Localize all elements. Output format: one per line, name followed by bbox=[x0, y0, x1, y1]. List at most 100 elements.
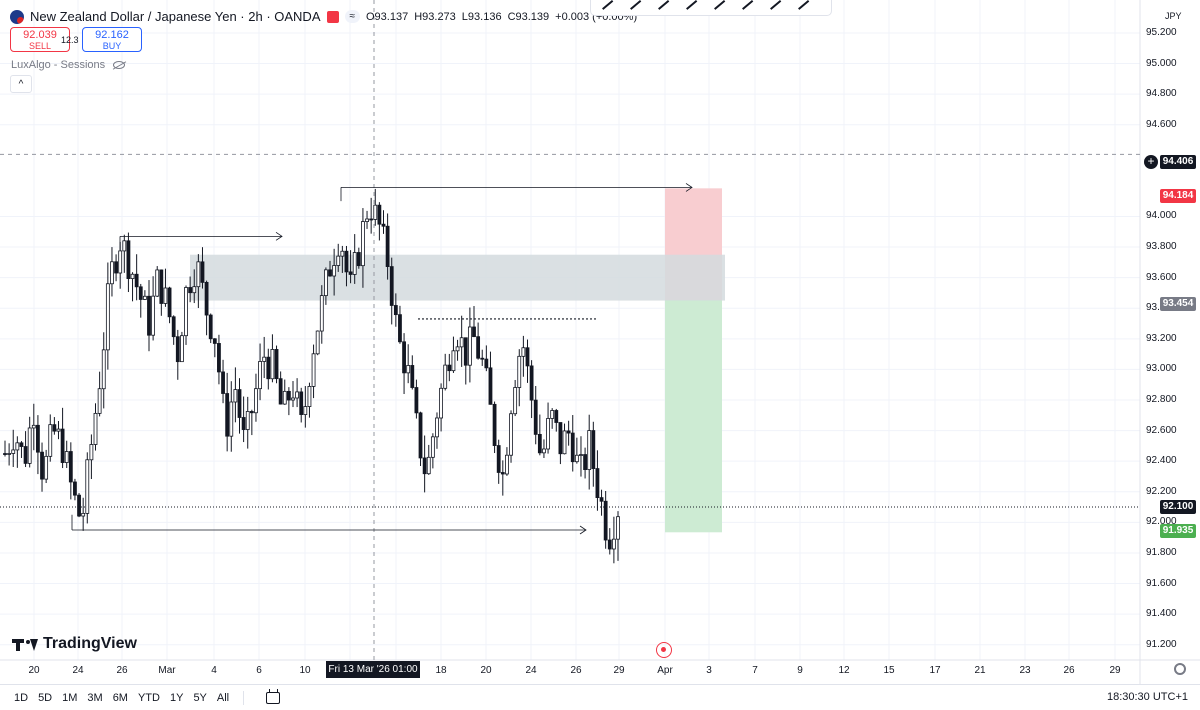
brush-icon[interactable] bbox=[655, 0, 671, 11]
add-alert-icon[interactable]: + bbox=[1144, 155, 1158, 169]
range-button-1d[interactable]: 1D bbox=[14, 691, 29, 704]
candle-body bbox=[270, 349, 275, 380]
candle-body bbox=[188, 287, 193, 294]
price-tick-label: 93.200 bbox=[1146, 332, 1177, 344]
candle-body bbox=[282, 390, 287, 405]
candle-body bbox=[381, 223, 386, 227]
candle-body bbox=[208, 314, 213, 340]
high-ray-1-arrow bbox=[275, 232, 283, 241]
price-tick-label: 92.200 bbox=[1146, 485, 1177, 497]
candle-body bbox=[591, 430, 596, 469]
range-button-5d[interactable]: 5D bbox=[38, 691, 53, 704]
candle-body bbox=[332, 265, 337, 277]
candle-body bbox=[81, 512, 86, 517]
take-profit-zone bbox=[665, 299, 722, 533]
time-tick-label: 24 bbox=[72, 665, 84, 676]
ray-icon[interactable] bbox=[795, 0, 811, 11]
candle-body bbox=[196, 261, 201, 288]
time-tick-label: 21 bbox=[974, 665, 986, 676]
range-button-all[interactable]: All bbox=[216, 691, 230, 704]
collapse-legend-button[interactable]: ^ bbox=[10, 75, 32, 93]
candle-body bbox=[221, 371, 225, 394]
indicator-name: LuxAlgo - Sessions bbox=[11, 59, 106, 71]
candle-body bbox=[311, 353, 316, 387]
time-tick-label: 26 bbox=[116, 665, 128, 676]
trend-line-icon[interactable] bbox=[599, 0, 615, 11]
measure-icon[interactable] bbox=[767, 0, 783, 11]
candle-body bbox=[459, 337, 464, 348]
symbol-legend: New Zealand Dollar / Japanese Yen · 2h ·… bbox=[10, 9, 637, 24]
spread-value: 12.3 bbox=[61, 35, 79, 45]
crosshair-time-label: Fri 13 Mar '26 01:00 bbox=[326, 661, 420, 678]
buy-price: 92.162 bbox=[95, 29, 129, 41]
settings-gear-icon[interactable] bbox=[1174, 663, 1186, 675]
currency-label[interactable]: JPY bbox=[1165, 11, 1182, 21]
candle-body bbox=[101, 349, 106, 390]
candle-body bbox=[307, 386, 312, 407]
range-button-3m[interactable]: 3M bbox=[87, 691, 103, 704]
candle-body bbox=[56, 428, 61, 432]
candle-body bbox=[550, 410, 555, 419]
ohlc-close: C93.139 bbox=[507, 10, 550, 23]
ohlc-open: O93.137 bbox=[366, 10, 409, 23]
market-status-icon[interactable] bbox=[326, 10, 339, 23]
candle-body bbox=[225, 393, 230, 437]
indicator-legend[interactable]: LuxAlgo - Sessions bbox=[11, 59, 126, 71]
target-price-tag: 91.935 bbox=[1160, 524, 1196, 538]
price-tick-label: 92.400 bbox=[1146, 455, 1177, 467]
candle-body bbox=[603, 500, 608, 541]
candle-body bbox=[126, 240, 131, 279]
candle-body bbox=[587, 430, 592, 470]
candle-body bbox=[398, 314, 402, 343]
candle-body bbox=[344, 250, 349, 273]
stop-price-tag: 94.184 bbox=[1160, 189, 1196, 203]
buy-button[interactable]: 92.162 BUY bbox=[82, 27, 142, 52]
go-to-realtime-icon[interactable] bbox=[656, 642, 672, 658]
range-button-5y[interactable]: 5Y bbox=[193, 691, 207, 704]
candle-body bbox=[418, 412, 423, 459]
candle-body bbox=[430, 436, 435, 458]
candle-body bbox=[447, 364, 452, 372]
path-icon[interactable] bbox=[627, 0, 643, 11]
candle-body bbox=[574, 454, 579, 463]
rectangle-icon[interactable] bbox=[683, 0, 699, 11]
candle-body bbox=[435, 417, 439, 438]
candle-body bbox=[118, 250, 123, 274]
tradingview-logo[interactable]: TradingView bbox=[12, 635, 137, 653]
fib-icon[interactable] bbox=[711, 0, 727, 11]
candle-body bbox=[31, 424, 36, 429]
candle-body bbox=[77, 494, 81, 517]
range-buttons: 1D 5D 1M 3M 6M YTD 1Y 5Y All bbox=[14, 692, 229, 704]
range-button-1y[interactable]: 1Y bbox=[169, 691, 184, 704]
candle-body bbox=[85, 459, 90, 514]
compare-pill[interactable]: ≈ bbox=[344, 10, 360, 23]
range-button-ytd[interactable]: YTD bbox=[137, 691, 160, 704]
candle-body bbox=[97, 388, 102, 414]
candle-body bbox=[15, 442, 20, 451]
candle-body bbox=[369, 218, 374, 221]
clock[interactable]: 18:30:30 UTC+1 bbox=[1106, 691, 1188, 703]
candle-body bbox=[336, 255, 341, 266]
candle-body bbox=[389, 266, 394, 306]
candle-body bbox=[110, 261, 114, 285]
sell-button[interactable]: 92.039 SELL bbox=[10, 27, 70, 52]
price-tick-label: 95.200 bbox=[1146, 26, 1177, 38]
eye-hidden-icon[interactable] bbox=[113, 61, 126, 69]
high-ray-2-arrow bbox=[685, 183, 693, 192]
tradingview-logo-text: TradingView bbox=[43, 635, 137, 652]
symbol-title[interactable]: New Zealand Dollar / Japanese Yen · 2h ·… bbox=[30, 9, 321, 24]
range-icon[interactable] bbox=[739, 0, 755, 11]
time-tick-label: 26 bbox=[570, 665, 582, 676]
candle-body bbox=[348, 271, 353, 275]
candle-body bbox=[142, 295, 147, 300]
candle-body bbox=[513, 387, 518, 415]
entry-price-tag: 93.454 bbox=[1160, 297, 1196, 311]
calendar-icon[interactable] bbox=[266, 688, 281, 704]
range-button-6m[interactable]: 6M bbox=[112, 691, 128, 704]
range-button-1m[interactable]: 1M bbox=[62, 691, 78, 704]
candle-body bbox=[607, 539, 612, 550]
candle-body bbox=[19, 442, 24, 447]
candle-body bbox=[237, 389, 242, 418]
candle-body bbox=[180, 335, 184, 363]
